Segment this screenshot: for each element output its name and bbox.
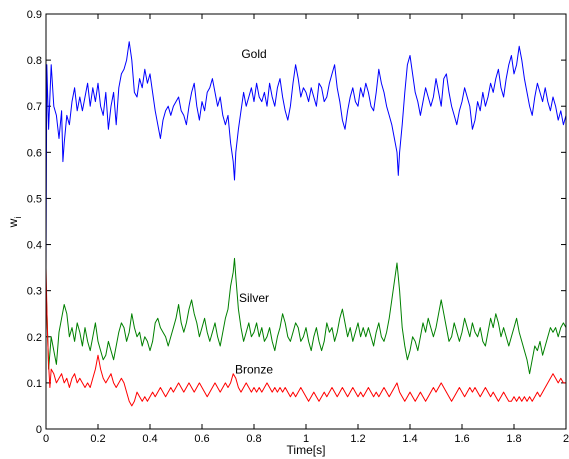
x-axis-label: Time[s] — [287, 443, 326, 457]
y-tick-label: 0.2 — [27, 332, 42, 344]
x-tick-label: 0.2 — [90, 433, 105, 445]
series-line-bronze — [45, 267, 566, 407]
y-tick-label: 0 — [36, 424, 42, 436]
x-tick-label: 0.4 — [142, 433, 157, 445]
x-tick-label: 1 — [303, 433, 309, 445]
y-tick-label: 0.5 — [27, 193, 42, 205]
y-tick-label: 0.3 — [27, 286, 42, 298]
series-label-gold: Gold — [241, 47, 266, 61]
x-tick-label: 1.4 — [402, 433, 417, 445]
plot-area-background — [46, 14, 566, 429]
series-line-silver — [45, 257, 567, 375]
y-tick-label: 0.6 — [27, 147, 42, 159]
x-tick-label: 0.6 — [194, 433, 209, 445]
series-label-bronze: Bronze — [235, 363, 273, 377]
y-tick-label: 0.8 — [27, 55, 42, 67]
series-lines — [45, 41, 567, 407]
x-tick-label: 0 — [43, 433, 49, 445]
series-line-gold — [45, 41, 567, 273]
y-axis-ticks: 0 0.1 0.2 0.3 0.4 0.5 0.6 0.7 0.8 0.9 — [27, 9, 566, 436]
y-axis-label-subscript: i — [13, 217, 23, 219]
y-axis-label: wi — [6, 217, 23, 229]
x-tick-label: 2 — [563, 433, 569, 445]
x-tick-label: 1.2 — [350, 433, 365, 445]
x-tick-label: 0.8 — [246, 433, 261, 445]
x-tick-label: 1.6 — [454, 433, 469, 445]
y-tick-label: 0.4 — [27, 240, 42, 252]
series-label-silver: Silver — [239, 291, 269, 305]
y-tick-label: 0.9 — [27, 9, 42, 21]
y-tick-label: 0.7 — [27, 101, 42, 113]
plot-area-frame — [45, 13, 567, 430]
x-axis-ticks: 0 0.2 0.4 0.6 0.8 1 1.2 1.4 1.6 1.8 2 — [43, 14, 569, 445]
svg-text:wi: wi — [6, 217, 23, 229]
y-axis-label-main: w — [6, 218, 20, 228]
x-tick-label: 1.8 — [506, 433, 521, 445]
y-tick-label: 0.1 — [27, 378, 42, 390]
series-labels: Gold Silver Bronze — [235, 47, 273, 377]
